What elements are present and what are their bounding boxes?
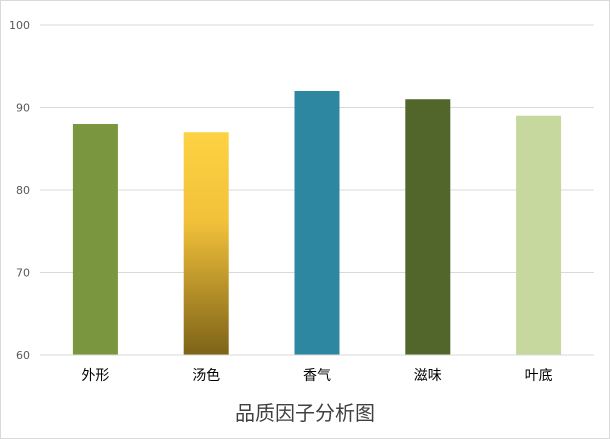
bars (72, 91, 562, 355)
y-tick-label: 100 (9, 19, 30, 32)
x-axis-category-labels: 外形 汤色 香气 滋味 叶底 (81, 367, 552, 384)
bar-4 (405, 99, 451, 355)
x-category-label: 外形 (81, 368, 109, 384)
x-category-label: 香气 (303, 368, 331, 384)
bar-1 (72, 124, 118, 355)
y-tick-label: 90 (16, 102, 30, 115)
chart-title: 品质因子分析图 (235, 401, 375, 425)
bar-2 (183, 132, 229, 355)
y-tick-label: 80 (16, 184, 30, 197)
x-category-label: 滋味 (414, 368, 442, 384)
y-axis-tick-labels: 60 70 80 90 100 (9, 19, 30, 362)
y-tick-label: 70 (16, 267, 30, 280)
x-category-label: 汤色 (192, 367, 220, 384)
bar-3 (294, 91, 340, 355)
x-category-label: 叶底 (525, 368, 553, 384)
bar-5 (516, 115, 562, 355)
y-tick-label: 60 (16, 349, 30, 362)
